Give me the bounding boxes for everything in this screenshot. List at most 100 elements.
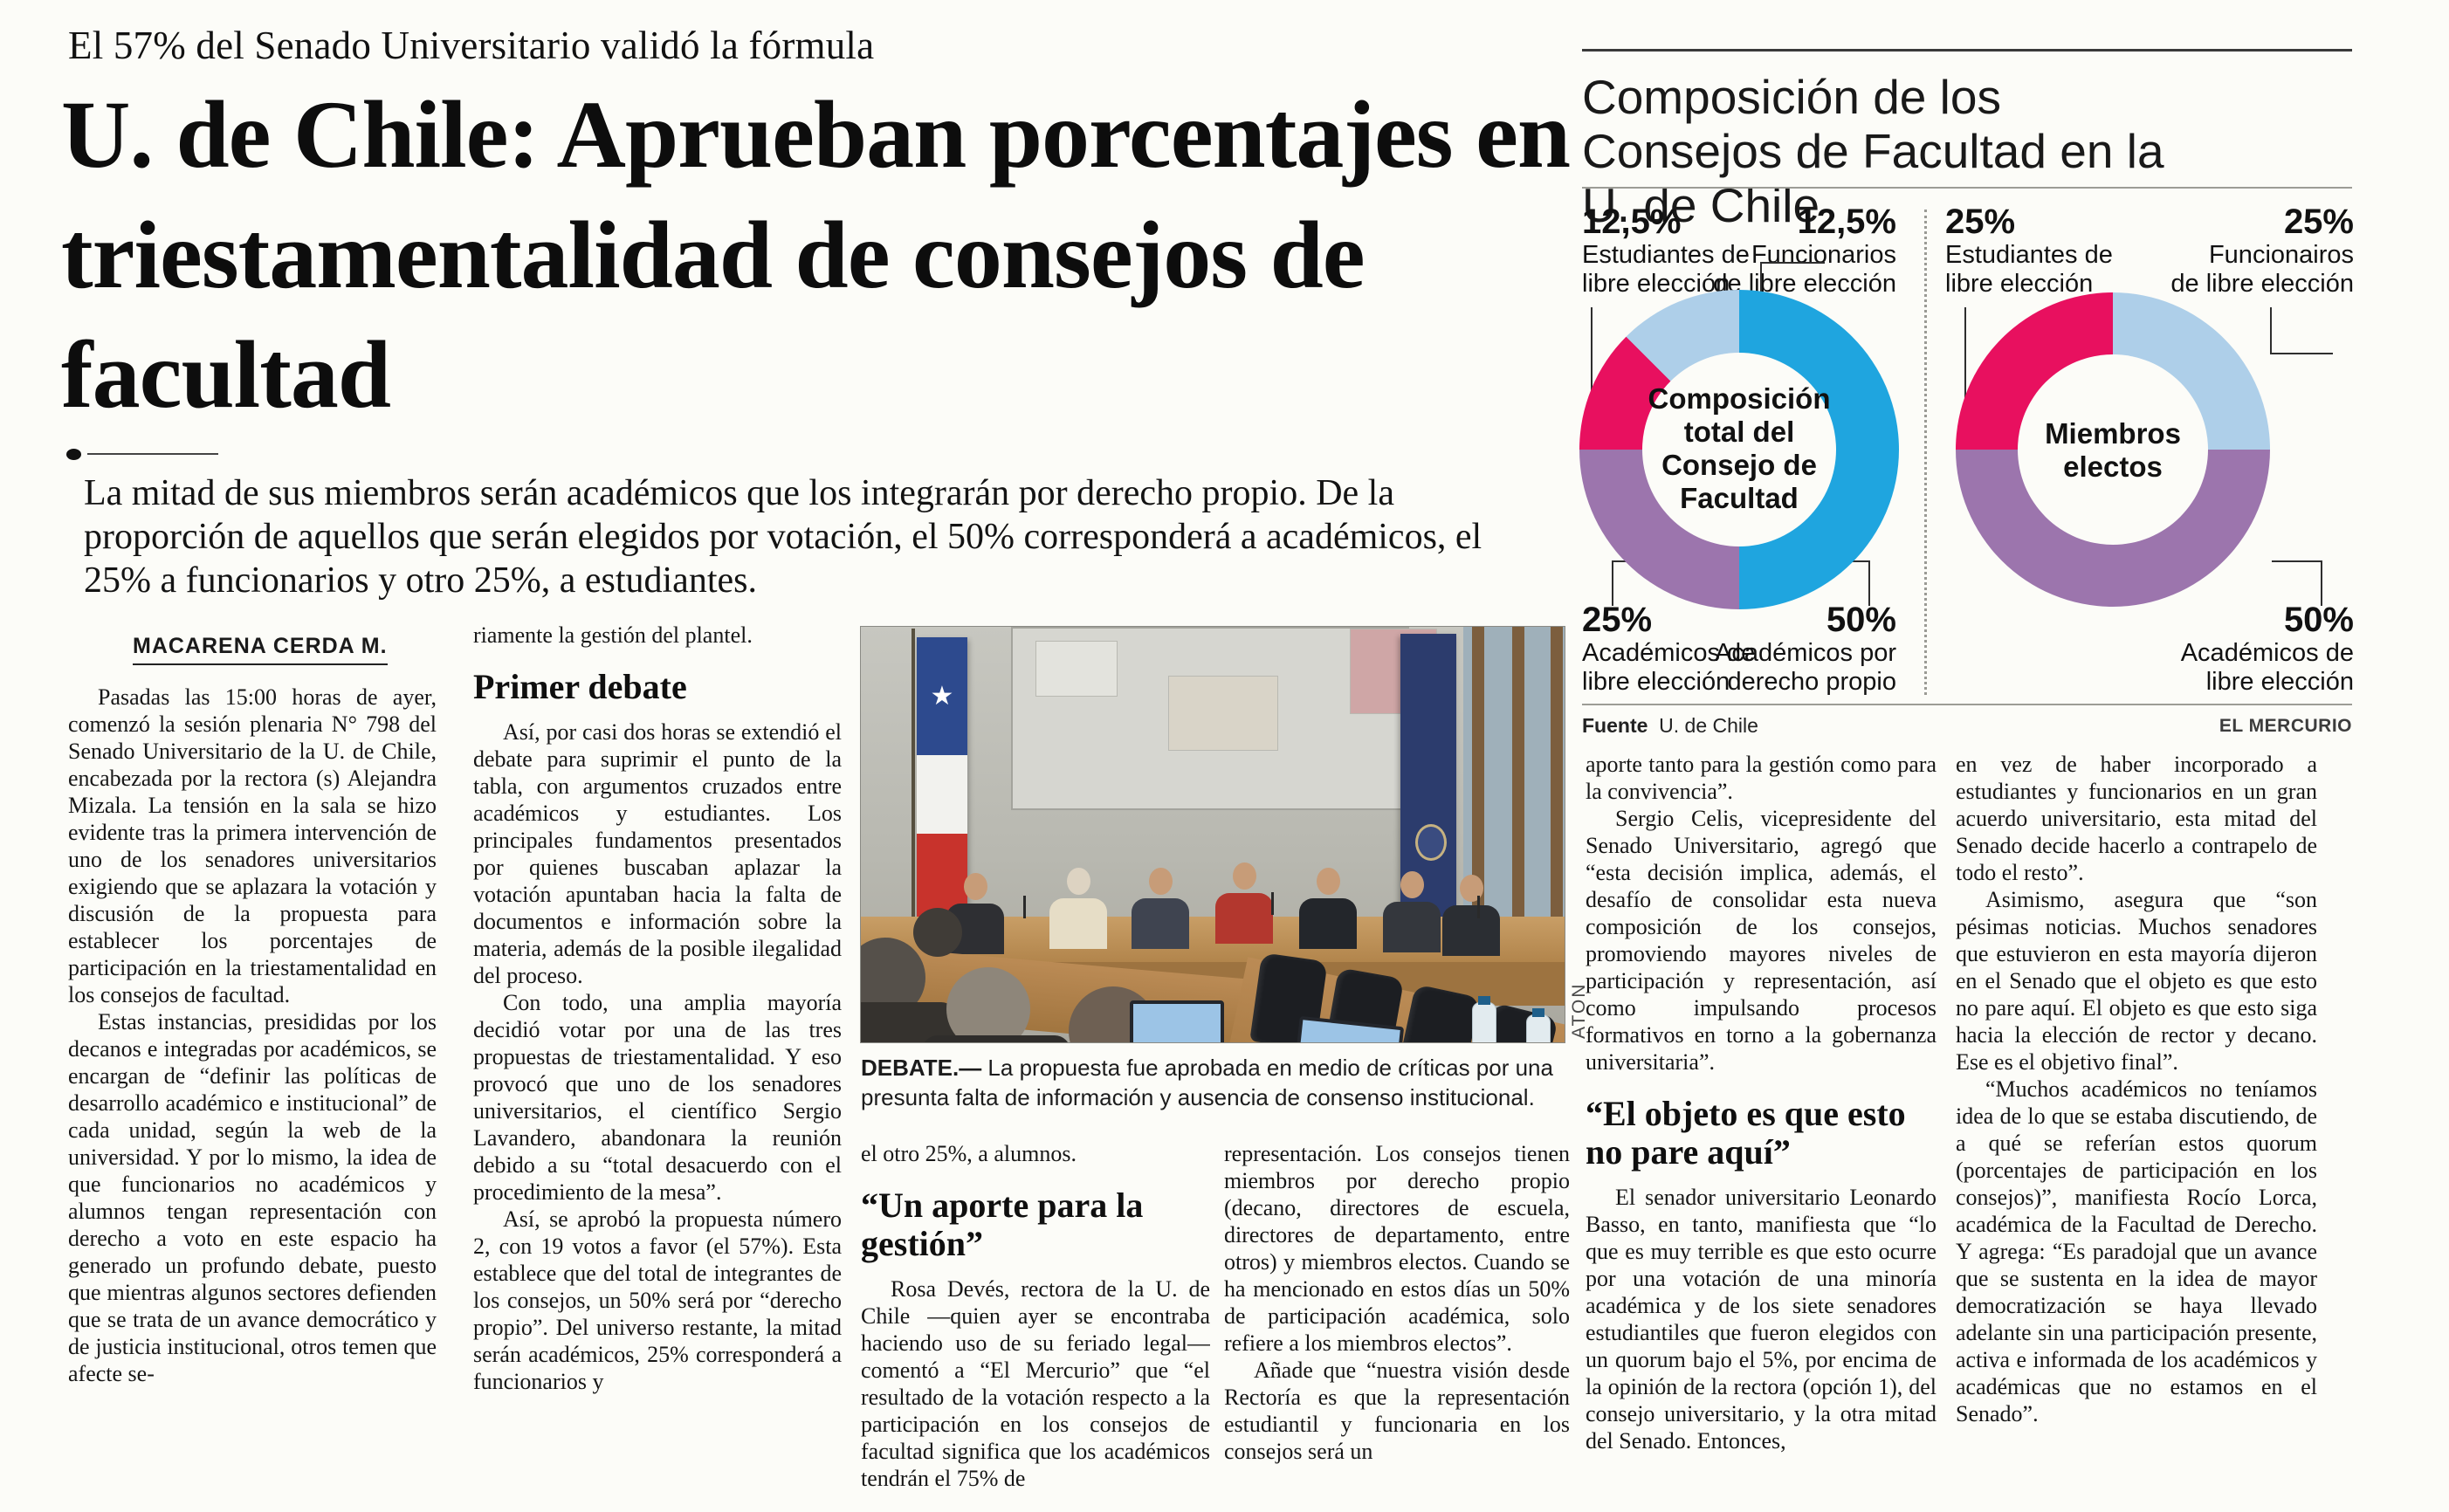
- label-estudiantes-d1: 12,5% Estudiantes de libre elección: [1582, 203, 1750, 299]
- label-line: Funcionairos: [2208, 241, 2354, 269]
- flag-star-icon: ★: [917, 637, 967, 756]
- window-mullion: [1551, 627, 1563, 928]
- percent-value: 25%: [2283, 203, 2354, 241]
- article-column-2: riamente la gestión del plantel. Primer …: [473, 622, 842, 1495]
- seated-person-red-jacket: [1214, 863, 1275, 946]
- seated-person: [1297, 868, 1359, 952]
- leader-line: [1964, 307, 1966, 398]
- label-line: de libre elección: [2170, 270, 2354, 298]
- paragraph: Añade que “nuestra visión desde Rectoría…: [1224, 1357, 1570, 1464]
- label-academicos-libre-d1: 25% Académicos de libre elección: [1582, 601, 1755, 697]
- label-line: Académicos por: [1715, 639, 1896, 667]
- label-funcionarios-d1: 12,5% Funcionarios de libre elección: [1694, 203, 1896, 299]
- infographic-source: Fuente U. de Chile: [1582, 714, 1758, 738]
- subhead-primer-debate: Primer debate: [473, 667, 687, 706]
- paragraph: el otro 25%, a alumnos.: [861, 1141, 1077, 1166]
- label-line: Académicos de: [2180, 639, 2354, 667]
- paragraph: Asimismo, asegura que “son pésimas notic…: [1956, 887, 2317, 1075]
- infographic-bottom-rule: [1582, 704, 2352, 705]
- paragraph: Así, por casi dos horas se extendió el d…: [473, 719, 842, 988]
- window-mullion: [1472, 627, 1484, 928]
- bullet-rule: [87, 453, 218, 455]
- byline: MACARENA CERDA M.: [133, 634, 388, 665]
- percent-value: 12,5%: [1582, 203, 1682, 241]
- paragraph: Con todo, una amplia mayoría decidió vot…: [473, 990, 842, 1205]
- infographic-credit: EL MERCURIO: [2219, 716, 2352, 736]
- infographic-divider: [1924, 210, 1927, 695]
- laptop-icon: [1130, 1000, 1224, 1042]
- label-line: libre elección: [1582, 668, 1730, 696]
- donut1-center-label: Composición total del Consejo de Faculta…: [1648, 382, 1831, 514]
- window-mullion: [1512, 627, 1524, 928]
- chile-flag-icon: ★: [917, 637, 967, 918]
- infographic-mid-rule: [1582, 187, 2352, 189]
- window-frame: [1463, 627, 1565, 928]
- label-line: derecho propio: [1727, 668, 1896, 696]
- percent-value: 25%: [1582, 601, 1653, 639]
- article-column-5: aporte tanto para la gestión como para l…: [1586, 751, 1936, 1509]
- leader-line: [1760, 262, 1762, 300]
- percent-value: 12,5%: [1797, 203, 1896, 241]
- infographic-top-rule: [1582, 49, 2352, 52]
- paragraph: Rosa Devés, rectora de la U. de Chile —q…: [861, 1276, 1210, 1491]
- photo-caption: DEBATE.— La propuesta fue aprobada en me…: [861, 1053, 1572, 1112]
- paragraph: “Muchos académicos no teníamos idea de l…: [1956, 1076, 2317, 1426]
- caption-text: La propuesta fue aprobada en medio de cr…: [861, 1055, 1553, 1110]
- seated-person: [1048, 868, 1109, 952]
- paragraph: El senador universitario Leonardo Basso,…: [1586, 1185, 1936, 1454]
- label-line: Académicos de: [1582, 639, 1756, 667]
- kicker: El 57% del Senado Universitario validó l…: [68, 24, 875, 67]
- leader-line: [2270, 353, 2333, 354]
- leader-line: [2270, 307, 2272, 354]
- donut2-center-label: Miembros electos: [2045, 417, 2181, 483]
- paragraph: Así, se aprobó la propuesta número 2, co…: [473, 1206, 842, 1394]
- flagpole: [911, 629, 915, 943]
- subhead-el-objeto: “El objeto es que esto no pare aquí”: [1586, 1094, 1906, 1172]
- label-line: libre elección: [1945, 270, 2094, 298]
- university-emblem-icon: [1415, 824, 1447, 861]
- label-line: Funcionarios: [1751, 241, 1896, 269]
- label-academicos-d2: 50% Académicos de libre elección: [2139, 601, 2354, 697]
- water-bottle-icon: [1472, 996, 1496, 1042]
- leader-line: [1868, 560, 1870, 606]
- source-value: U. de Chile: [1659, 714, 1758, 737]
- leader-line: [1612, 560, 1613, 606]
- leader-line: [1760, 262, 1825, 264]
- bullet-marker: [66, 449, 81, 460]
- paragraph: aporte tanto para la gestión como para l…: [1586, 752, 1936, 804]
- university-flag-icon: [1400, 634, 1456, 925]
- paragraph: representación. Los consejos tienen miem…: [1224, 1141, 1570, 1356]
- label-academicos-derecho-d1: 50% Académicos por derecho propio: [1694, 601, 1896, 697]
- label-line: Estudiantes de: [1945, 241, 2113, 269]
- source-label: Fuente: [1582, 714, 1648, 737]
- microphone-icon: [1271, 892, 1274, 915]
- percent-value: 50%: [2283, 601, 2354, 639]
- microphone-icon: [1023, 896, 1026, 918]
- paragraph: Estas instancias, presididas por los dec…: [68, 1009, 437, 1386]
- paragraph: Sergio Celis, vicepresidente del Senado …: [1586, 806, 1936, 1075]
- leader-line: [1591, 307, 1593, 398]
- video-tile: [1035, 641, 1118, 697]
- meeting-photo: ★: [860, 626, 1565, 1043]
- paragraph: Pasadas las 15:00 horas de ayer, comenzó…: [68, 684, 437, 1007]
- label-estudiantes-d2: 25% Estudiantes de libre elección: [1945, 203, 2113, 299]
- seated-person: [1130, 868, 1191, 952]
- leader-line: [2321, 560, 2322, 606]
- audience-body: [922, 1035, 1070, 1042]
- percent-value: 25%: [1945, 203, 2016, 241]
- leader-line: [2272, 560, 2322, 562]
- video-tile: [1168, 676, 1278, 751]
- article-column-1: Pasadas las 15:00 horas de ayer, comenzó…: [68, 684, 437, 1500]
- microphone-icon: [1477, 896, 1480, 918]
- subhead-un-aporte: “Un aporte para la gestión”: [861, 1186, 1144, 1263]
- label-funcionarios-d2: 25% Funcionairos de libre elección: [2150, 203, 2354, 299]
- label-line: libre elección: [2205, 668, 2354, 696]
- seated-person: [945, 873, 1006, 957]
- paragraph: riamente la gestión del plantel.: [473, 622, 753, 648]
- seated-person: [1381, 871, 1442, 955]
- paragraph: en vez de haber incorporado a estudiante…: [1956, 752, 2317, 885]
- photo-credit: ATON: [1569, 982, 1589, 1039]
- audience-head: [913, 908, 962, 957]
- audience-head: [946, 967, 1030, 1042]
- article-column-6: en vez de haber incorporado a estudiante…: [1956, 751, 2317, 1449]
